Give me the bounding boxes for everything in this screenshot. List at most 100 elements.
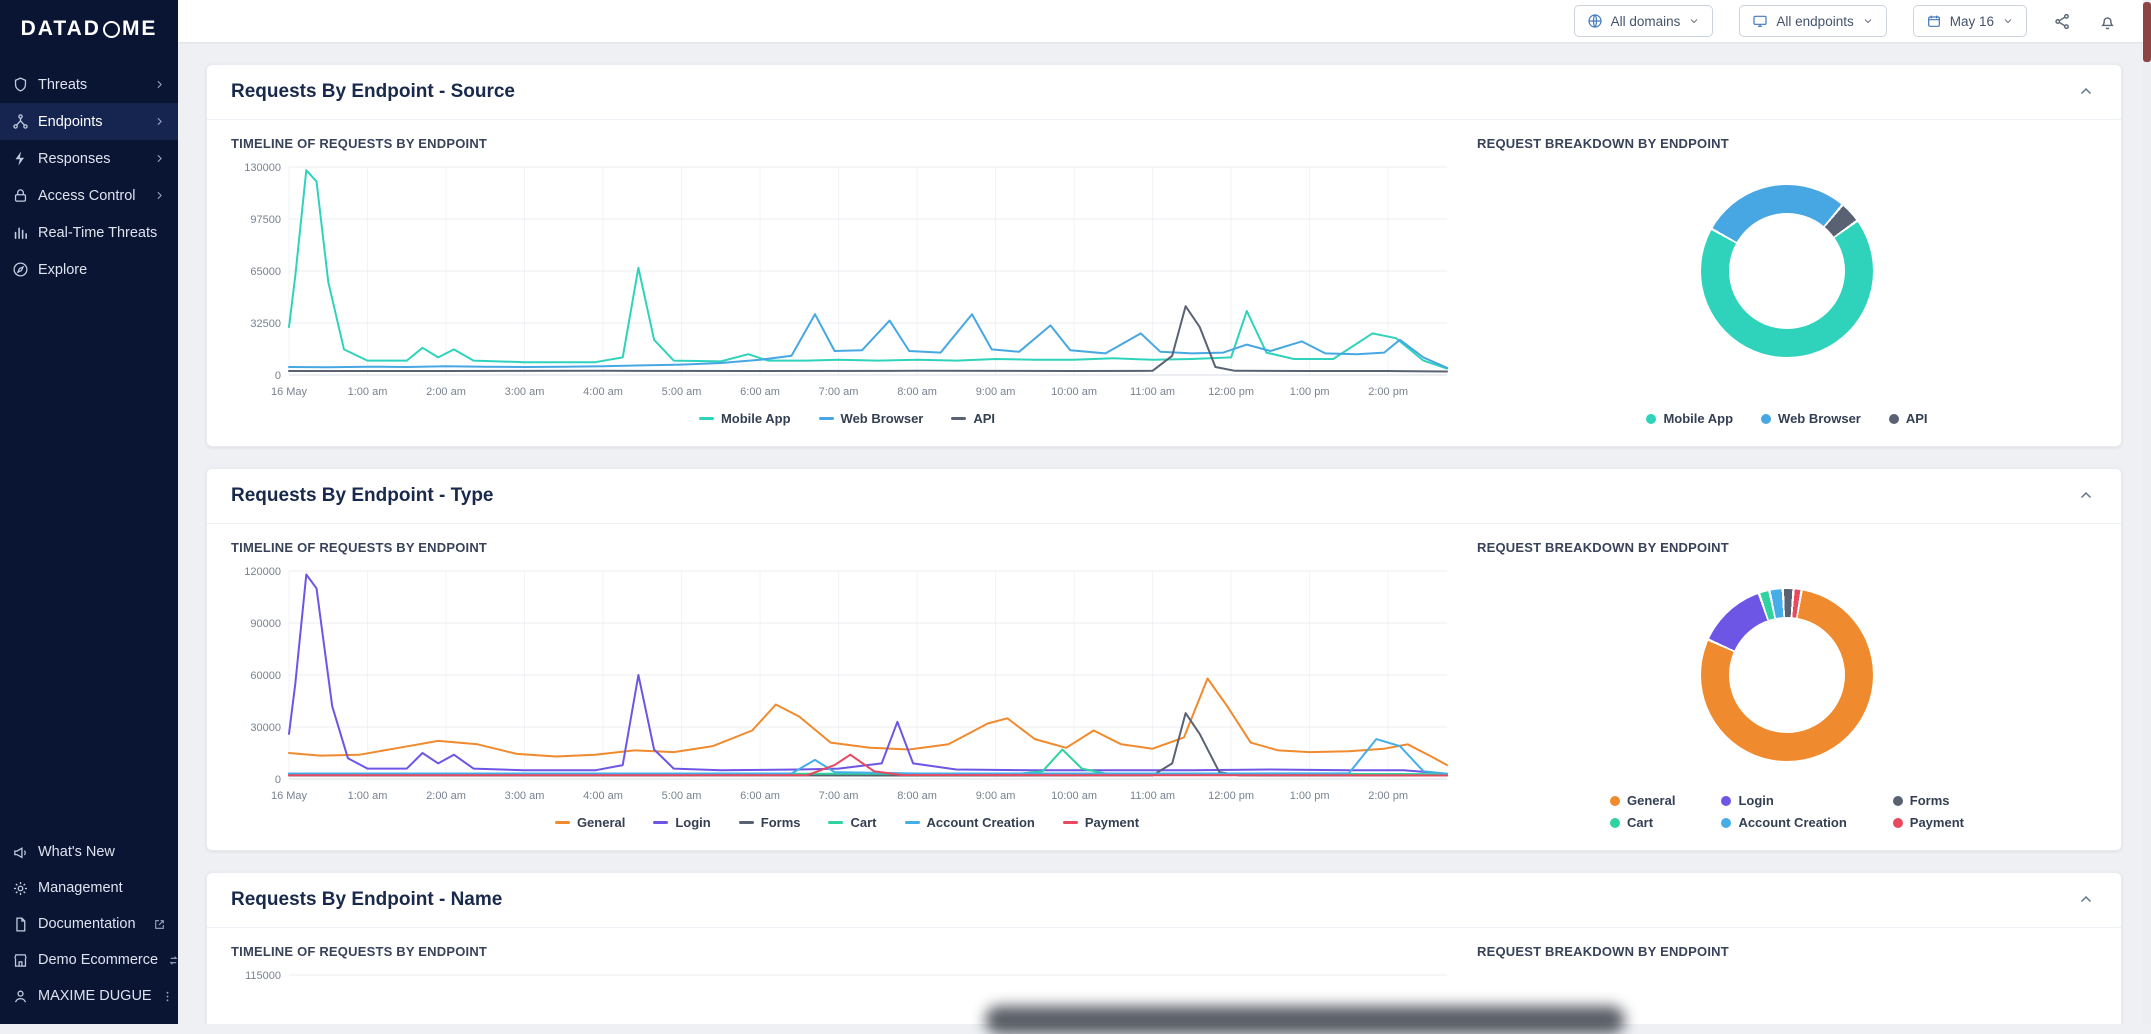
legend-item[interactable]: Web Browser xyxy=(818,411,923,426)
svg-text:9:00 am: 9:00 am xyxy=(976,790,1016,802)
breakdown-legend: General Cart Login Account Creation Forms Pay… xyxy=(1610,793,1964,830)
breakdown-donut-chart[interactable] xyxy=(1701,589,1873,761)
chevron-right-icon xyxy=(153,115,166,128)
legend-item[interactable]: Forms xyxy=(1892,793,1964,808)
chevron-down-icon xyxy=(2002,15,2014,27)
breakdown-column: REQUEST BREAKDOWN BY ENDPOINT General Car… xyxy=(1477,540,2097,830)
legend-item[interactable]: Payment xyxy=(1062,815,1140,830)
notifications-button[interactable] xyxy=(2098,12,2117,31)
legend-item[interactable]: General xyxy=(554,815,625,830)
sidebar-item-label: Explore xyxy=(38,261,88,278)
chevron-up-icon xyxy=(2077,487,2095,505)
sidebar-item-demo-ecommerce[interactable]: Demo Ecommerce xyxy=(0,942,178,978)
collapse-button[interactable] xyxy=(2075,485,2097,507)
lightning-icon xyxy=(12,150,29,167)
bar-chart-icon xyxy=(12,224,29,241)
svg-text:65000: 65000 xyxy=(250,266,281,278)
svg-text:10:00 am: 10:00 am xyxy=(1051,386,1097,398)
svg-text:10:00 am: 10:00 am xyxy=(1051,790,1097,802)
sidebar-item-explore[interactable]: Explore xyxy=(0,251,178,288)
legend-item[interactable]: General xyxy=(1610,793,1675,808)
svg-text:7:00 am: 7:00 am xyxy=(819,386,859,398)
svg-text:90000: 90000 xyxy=(250,618,281,630)
sidebar-item-responses[interactable]: Responses xyxy=(0,140,178,177)
legend-item[interactable]: Forms xyxy=(738,815,801,830)
donut-hole xyxy=(1729,213,1845,329)
legend-swatch xyxy=(1610,795,1621,806)
svg-text:11:00 am: 11:00 am xyxy=(1130,790,1175,802)
page-scrollbar[interactable] xyxy=(2143,0,2151,1024)
timeline-line-chart[interactable]: 0 30000 60000 90000 120000 16 May 1:00 am 2:00 … xyxy=(231,559,1463,809)
sidebar-item-label: Responses xyxy=(38,150,111,167)
legend-item[interactable]: Mobile App xyxy=(698,411,791,426)
svg-text:32500: 32500 xyxy=(250,318,281,330)
svg-text:0: 0 xyxy=(275,774,281,786)
sidebar-item-documentation[interactable]: Documentation xyxy=(0,906,178,942)
legend-item[interactable]: Mobile App xyxy=(1646,411,1733,426)
legend-item[interactable]: Login xyxy=(653,815,711,830)
legend-item[interactable]: Cart xyxy=(1610,815,1675,830)
legend-label: Mobile App xyxy=(720,411,791,426)
sidebar-item-label: Access Control xyxy=(38,187,136,204)
legend-item[interactable]: Cart xyxy=(828,815,877,830)
svg-text:12:00 pm: 12:00 pm xyxy=(1208,790,1254,802)
legend-swatch xyxy=(738,821,754,824)
sidebar-item-label: MAXIME DUGUE xyxy=(38,988,152,1004)
legend-item[interactable]: Web Browser xyxy=(1761,411,1861,426)
svg-text:1:00 pm: 1:00 pm xyxy=(1290,790,1330,802)
legend-label: Login xyxy=(1738,793,1774,808)
datadome-logo[interactable]: DATAD ME xyxy=(0,0,178,58)
chevron-down-icon xyxy=(1688,15,1700,27)
legend-swatch xyxy=(1892,817,1903,828)
legend-item[interactable]: Account Creation xyxy=(1721,815,1847,830)
sidebar-item-label: Real-Time Threats xyxy=(38,224,158,241)
logo-text-prefix: DATAD xyxy=(20,17,101,40)
collapse-button[interactable] xyxy=(2075,889,2097,911)
legend-item[interactable]: Account Creation xyxy=(904,815,1035,830)
sidebar-item-whats-new[interactable]: What's New xyxy=(0,834,178,870)
timeline-column: TIMELINE OF REQUESTS BY ENDPOINT 0 32500 6… xyxy=(231,136,1477,426)
svg-text:2:00 pm: 2:00 pm xyxy=(1368,386,1408,398)
legend-item[interactable]: API xyxy=(951,411,995,426)
legend-label: Mobile App xyxy=(1663,411,1734,426)
svg-text:2:00 am: 2:00 am xyxy=(426,386,466,398)
endpoints-filter-dropdown[interactable]: All endpoints xyxy=(1739,5,1887,37)
date-picker[interactable]: May 16 xyxy=(1912,5,2027,37)
svg-text:1:00 am: 1:00 am xyxy=(348,790,388,802)
timeline-section-label: TIMELINE OF REQUESTS BY ENDPOINT xyxy=(231,136,488,151)
sidebar-item-user-account[interactable]: MAXIME DUGUE xyxy=(0,978,178,1014)
endpoints-filter-value: All endpoints xyxy=(1776,13,1854,29)
sidebar-item-management[interactable]: Management xyxy=(0,870,178,906)
timeline-section-label: TIMELINE OF REQUESTS BY ENDPOINT xyxy=(231,944,488,959)
legend-item[interactable]: Login xyxy=(1721,793,1846,808)
kebab-menu-icon[interactable] xyxy=(161,990,174,1003)
sidebar-item-label: Endpoints xyxy=(38,113,103,130)
share-button[interactable] xyxy=(2053,12,2072,31)
svg-text:11:00 am: 11:00 am xyxy=(1130,386,1175,398)
card-title: Requests By Endpoint - Source xyxy=(231,81,515,102)
legend-label: API xyxy=(1905,411,1928,426)
timeline-line-chart[interactable]: 0 32500 65000 97500 130000 16 May 1:00 am 2:00 … xyxy=(231,155,1463,405)
sidebar-item-real-time-threats[interactable]: Real-Time Threats xyxy=(0,214,178,251)
sidebar-footer: What's New Management Documentation Demo… xyxy=(0,834,178,1024)
breakdown-donut-chart[interactable] xyxy=(1701,185,1873,357)
sidebar: DATAD ME Threats Endpoints Responses Acce… xyxy=(0,0,178,1024)
sidebar-item-threats[interactable]: Threats xyxy=(0,66,178,103)
legend-swatch xyxy=(1721,817,1732,828)
sidebar-item-access-control[interactable]: Access Control xyxy=(0,177,178,214)
globe-icon xyxy=(1587,13,1603,29)
legend-item[interactable]: Payment xyxy=(1892,815,1964,830)
sidebar-item-endpoints[interactable]: Endpoints xyxy=(0,103,178,140)
bell-icon xyxy=(2098,12,2117,31)
scrollbar-thumb[interactable] xyxy=(2143,2,2151,62)
collapse-button[interactable] xyxy=(2075,81,2097,103)
svg-text:30000: 30000 xyxy=(250,722,281,734)
svg-text:8:00 am: 8:00 am xyxy=(897,790,937,802)
legend-item[interactable]: API xyxy=(1888,411,1928,426)
svg-text:4:00 am: 4:00 am xyxy=(583,790,623,802)
domains-filter-dropdown[interactable]: All domains xyxy=(1573,5,1714,37)
legend-label: Payment xyxy=(1084,815,1140,830)
timeline-line-chart[interactable]: 115000 xyxy=(231,963,1463,1024)
svg-text:2:00 am: 2:00 am xyxy=(426,790,466,802)
legend-label: Forms xyxy=(760,815,801,830)
